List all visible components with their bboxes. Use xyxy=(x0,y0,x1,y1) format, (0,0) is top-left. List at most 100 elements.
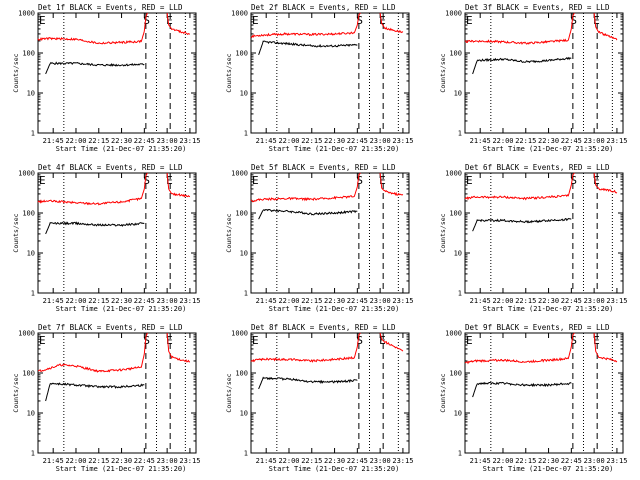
event-marker-E: E xyxy=(379,174,386,187)
y-tick-label: 1 xyxy=(31,450,35,458)
chart-panel-9: Det 9f BLACK = Events, RED = LLD 1 10 100 10… xyxy=(439,323,627,473)
x-tick-label: 22:15 xyxy=(88,137,109,145)
y-tick-label: 100 xyxy=(22,370,35,378)
lld-series-line xyxy=(464,332,575,365)
lld-series-line xyxy=(593,332,618,363)
event-marker-E: E xyxy=(39,14,46,27)
x-tick-label: 23:15 xyxy=(179,297,200,305)
chart-panel-5: Det 5f BLACK = Events, RED = LLD 1 10 100 10… xyxy=(225,163,413,313)
plot-frame xyxy=(250,12,410,134)
y-tick-label: 100 xyxy=(449,210,462,218)
x-tick-label: 23:15 xyxy=(179,137,200,145)
x-axis-label: Start Time (21-Dec-07 21:35:20) xyxy=(483,145,614,153)
x-tick-label: 23:00 xyxy=(157,297,178,305)
x-tick-label: 21:45 xyxy=(256,137,277,145)
y-tick-label: 10 xyxy=(27,250,35,258)
plot-frame xyxy=(464,12,624,134)
events-series-line xyxy=(258,376,358,390)
event-marker-E: E xyxy=(466,334,473,347)
x-axis-label: Start Time (21-Dec-07 21:35:20) xyxy=(483,465,614,473)
chart-panel-4: Det 4f BLACK = Events, RED = LLD 1 10 100 10… xyxy=(12,163,200,313)
y-axis-label: Counts/sec xyxy=(225,53,233,92)
y-tick-label: 1000 xyxy=(445,10,462,18)
x-tick-label: 23:00 xyxy=(370,297,391,305)
chart-title: Det 7f BLACK = Events, RED = LLD xyxy=(38,323,183,332)
x-tick-label: 23:00 xyxy=(370,137,391,145)
x-tick-label: 22:30 xyxy=(324,297,345,305)
x-tick-label: 22:45 xyxy=(347,297,368,305)
x-tick-label: 21:45 xyxy=(256,297,277,305)
x-axis-label: Start Time (21-Dec-07 21:35:20) xyxy=(56,465,187,473)
chart-panel-7: Det 7f BLACK = Events, RED = LLD 1 10 100 10… xyxy=(12,323,200,473)
y-tick-label: 1000 xyxy=(231,330,248,338)
events-series-line xyxy=(258,40,358,55)
x-tick-label: 23:00 xyxy=(584,457,605,465)
x-tick-label: 23:00 xyxy=(584,297,605,305)
x-tick-label: 22:30 xyxy=(538,137,559,145)
x-tick-label: 23:15 xyxy=(606,137,627,145)
chart-panel-8: Det 8f BLACK = Events, RED = LLD 1 10 100 10… xyxy=(225,323,413,473)
y-tick-label: 100 xyxy=(22,210,35,218)
y-tick-label: 1000 xyxy=(18,330,35,338)
plot-frame xyxy=(37,12,197,134)
chart-panel-6: Det 6f BLACK = Events, RED = LLD 1 10 100 10… xyxy=(439,163,627,313)
lld-series-line xyxy=(37,12,148,45)
event-marker-S: S xyxy=(356,334,363,347)
chart-title: Det 5f BLACK = Events, RED = LLD xyxy=(251,163,396,172)
y-axis-label: Counts/sec xyxy=(12,53,20,92)
x-tick-label: 22:30 xyxy=(111,457,132,465)
chart-title: Det 6f BLACK = Events, RED = LLD xyxy=(465,163,610,172)
x-tick-label: 21:45 xyxy=(256,457,277,465)
chart-panel-1: Det 1f BLACK = Events, RED = LLD 1 10 100 10… xyxy=(12,3,200,153)
chart-title: Det 8f BLACK = Events, RED = LLD xyxy=(251,323,396,332)
x-tick-label: 23:15 xyxy=(392,457,413,465)
lld-series-line xyxy=(464,172,575,201)
events-series-line xyxy=(45,61,145,75)
lld-series-line xyxy=(37,332,148,373)
y-axis-label: Counts/sec xyxy=(12,373,20,412)
plot-frame xyxy=(250,332,410,454)
y-tick-label: 1000 xyxy=(18,10,35,18)
event-marker-S: S xyxy=(143,334,150,347)
y-tick-label: 1000 xyxy=(18,170,35,178)
y-tick-label: 100 xyxy=(449,50,462,58)
x-tick-label: 22:45 xyxy=(134,457,155,465)
event-marker-S: S xyxy=(356,174,363,187)
y-axis-label: Counts/sec xyxy=(439,373,447,412)
x-tick-label: 22:00 xyxy=(65,137,86,145)
lld-series-line xyxy=(593,172,618,194)
x-tick-label: 23:15 xyxy=(606,297,627,305)
event-marker-E: E xyxy=(593,174,600,187)
x-tick-label: 22:45 xyxy=(347,137,368,145)
x-tick-label: 22:30 xyxy=(538,457,559,465)
lld-series-line xyxy=(379,172,404,196)
x-tick-label: 21:45 xyxy=(43,137,64,145)
lld-series-line xyxy=(464,12,575,45)
events-series-line xyxy=(472,56,572,75)
events-series-line xyxy=(472,381,572,398)
y-tick-label: 1 xyxy=(458,290,462,298)
y-tick-label: 1000 xyxy=(445,170,462,178)
event-marker-E: E xyxy=(166,14,173,27)
event-marker-E: E xyxy=(593,14,600,27)
x-tick-label: 23:15 xyxy=(606,457,627,465)
lld-series-line xyxy=(166,172,191,198)
y-tick-label: 1 xyxy=(244,290,248,298)
x-tick-label: 22:30 xyxy=(324,137,345,145)
y-tick-label: 1000 xyxy=(445,330,462,338)
y-tick-label: 10 xyxy=(27,90,35,98)
x-tick-label: 22:45 xyxy=(561,457,582,465)
x-tick-label: 22:30 xyxy=(538,297,559,305)
plot-frame xyxy=(37,172,197,294)
event-marker-E: E xyxy=(252,14,259,27)
y-tick-label: 10 xyxy=(454,90,462,98)
y-tick-label: 1 xyxy=(244,130,248,138)
y-tick-label: 100 xyxy=(235,210,248,218)
x-tick-label: 23:15 xyxy=(392,297,413,305)
x-tick-label: 22:15 xyxy=(301,137,322,145)
y-axis-label: Counts/sec xyxy=(225,373,233,412)
chart-title: Det 4f BLACK = Events, RED = LLD xyxy=(38,163,183,172)
x-tick-label: 22:15 xyxy=(515,297,536,305)
y-tick-label: 1000 xyxy=(231,170,248,178)
